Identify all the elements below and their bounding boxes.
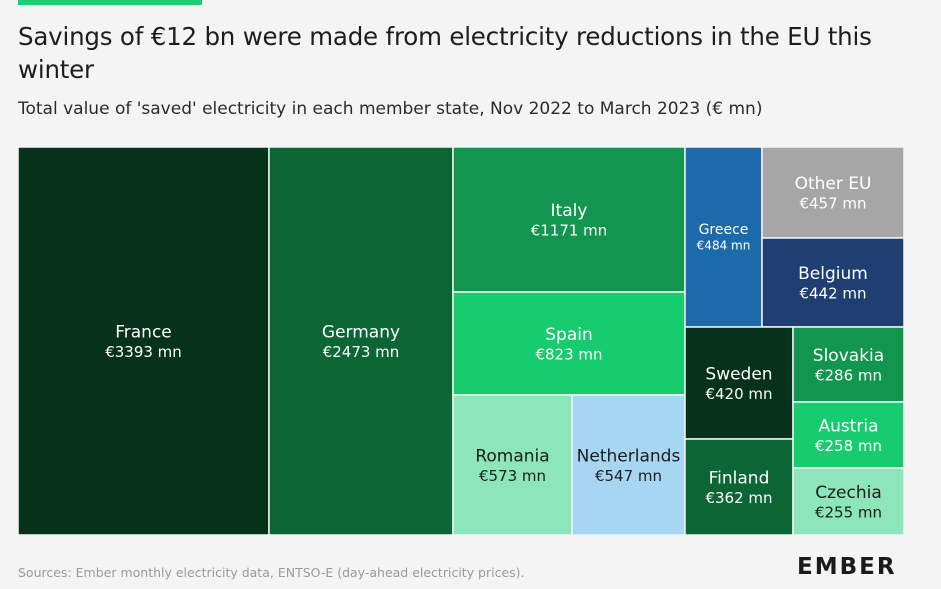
tile-name-label: France bbox=[115, 322, 172, 342]
tile-value-label: €457 mn bbox=[799, 194, 866, 212]
tile-name-label: Belgium bbox=[798, 264, 868, 284]
tile-rect bbox=[792, 467, 905, 536]
tile-rect bbox=[452, 146, 686, 293]
tile-finland: Finland€362 mn bbox=[684, 438, 794, 536]
tile-rect bbox=[268, 146, 454, 536]
tile-austria: Austria€258 mn bbox=[792, 401, 905, 469]
chart-subtitle: Total value of 'saved' electricity in ea… bbox=[18, 99, 763, 119]
tile-name-label: Austria bbox=[818, 416, 878, 436]
accent-bar bbox=[18, 0, 202, 5]
tile-rect bbox=[17, 146, 270, 536]
tile-value-label: €286 mn bbox=[815, 366, 882, 384]
tile-italy: Italy€1171 mn bbox=[452, 146, 686, 293]
tile-name-label: Spain bbox=[545, 325, 593, 345]
tile-romania: Romania€573 mn bbox=[452, 394, 573, 536]
tile-france: France€3393 mn bbox=[17, 146, 270, 536]
tile-rect bbox=[792, 326, 905, 403]
tile-czechia: Czechia€255 mn bbox=[792, 467, 905, 536]
tile-belgium: Belgium€442 mn bbox=[761, 237, 905, 328]
tile-value-label: €258 mn bbox=[815, 437, 882, 455]
tile-value-label: €573 mn bbox=[479, 467, 546, 485]
tile-value-label: €484 mn bbox=[697, 239, 751, 253]
tile-value-label: €442 mn bbox=[799, 284, 866, 302]
tile-value-label: €420 mn bbox=[705, 385, 772, 403]
tile-value-label: €823 mn bbox=[535, 345, 602, 363]
tile-germany: Germany€2473 mn bbox=[268, 146, 454, 536]
tile-rect bbox=[761, 146, 905, 239]
tile-rect bbox=[684, 438, 794, 536]
tile-spain: Spain€823 mn bbox=[452, 291, 686, 396]
tile-name-label: Slovakia bbox=[813, 346, 884, 366]
tile-name-label: Finland bbox=[709, 468, 770, 488]
logo-text: EMBER bbox=[797, 554, 897, 580]
tile-rect bbox=[571, 394, 686, 536]
tile-slovakia: Slovakia€286 mn bbox=[792, 326, 905, 403]
tile-other-eu: Other EU€457 mn bbox=[761, 146, 905, 239]
tile-value-label: €3393 mn bbox=[105, 343, 182, 361]
tile-name-label: Czechia bbox=[815, 483, 882, 503]
tile-rect bbox=[684, 146, 763, 328]
tile-value-label: €2473 mn bbox=[323, 343, 400, 361]
tile-name-label: Greece bbox=[699, 222, 749, 238]
tile-value-label: €547 mn bbox=[595, 467, 662, 485]
tile-value-label: €362 mn bbox=[705, 489, 772, 507]
tile-sweden: Sweden€420 mn bbox=[684, 326, 794, 440]
ember-logo: EMBER bbox=[797, 554, 897, 580]
tile-greece: Greece€484 mn bbox=[684, 146, 763, 328]
tile-value-label: €255 mn bbox=[815, 503, 882, 521]
chart-title: Savings of €12 bn were made from electri… bbox=[18, 22, 872, 84]
tile-value-label: €1171 mn bbox=[531, 221, 608, 239]
tile-name-label: Germany bbox=[322, 322, 400, 342]
tile-name-label: Sweden bbox=[705, 364, 772, 384]
tile-name-label: Netherlands bbox=[577, 446, 681, 466]
tile-name-label: Other EU bbox=[795, 174, 872, 194]
tile-name-label: Italy bbox=[551, 201, 588, 221]
source-note: Sources: Ember monthly electricity data,… bbox=[18, 565, 525, 580]
tile-netherlands: Netherlands€547 mn bbox=[571, 394, 686, 536]
tile-name-label: Romania bbox=[475, 446, 549, 466]
